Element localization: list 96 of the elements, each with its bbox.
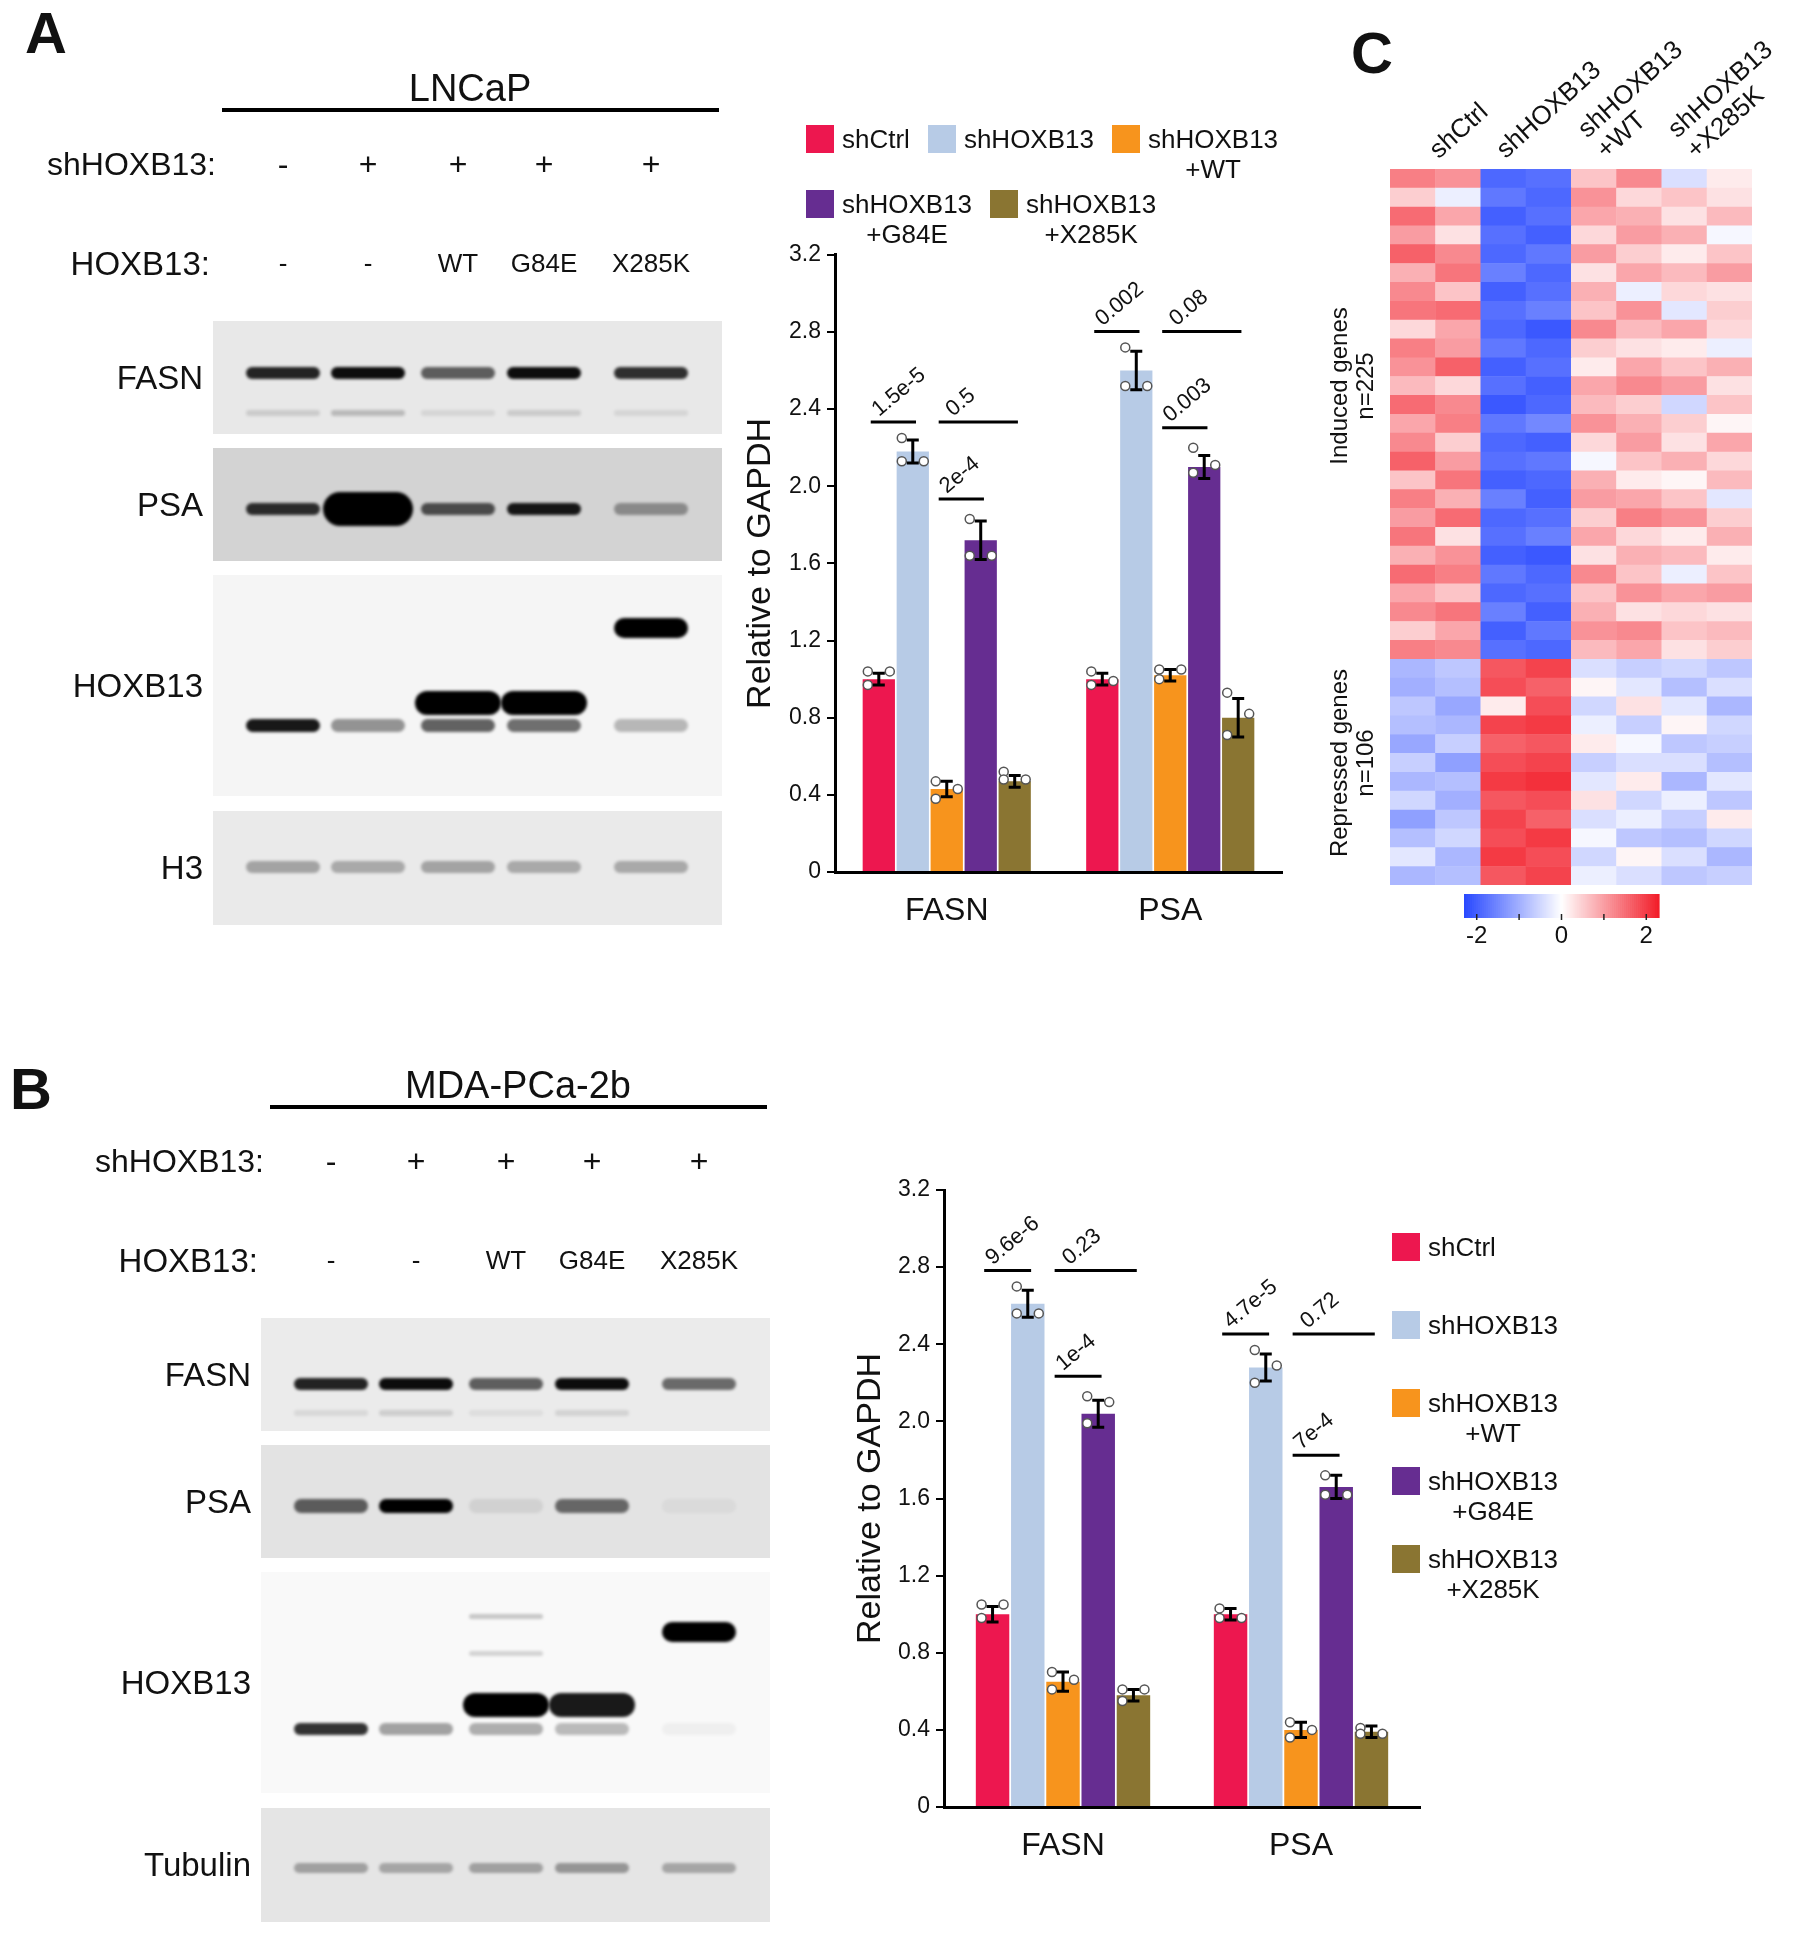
color-bar-label: 2 (1639, 920, 1653, 948)
y-tick-label: 0 (808, 857, 821, 884)
y-tick-label: 2.8 (898, 1252, 930, 1279)
annotation: 0.72 (1294, 1286, 1344, 1333)
text: - (277, 145, 289, 183)
color-bar-label: 0 (1554, 920, 1569, 948)
bar (1154, 675, 1187, 871)
text: - (278, 248, 288, 279)
bar (1116, 1695, 1151, 1806)
y-tick-label: 0.4 (898, 1715, 931, 1742)
text: - (326, 1245, 336, 1276)
bar (975, 1614, 1010, 1806)
legend-label: shHOXB13 +X285K (1026, 189, 1157, 249)
text: + (534, 145, 554, 183)
bar (1222, 717, 1255, 871)
text: - (363, 248, 373, 279)
annotation: 0.5 (940, 382, 980, 421)
y-tick-label: 0 (917, 1792, 930, 1819)
category-label: FASN (116, 358, 203, 396)
text: WT (485, 1245, 527, 1276)
annotation: 2e-4 (933, 450, 984, 498)
bar (998, 781, 1031, 871)
text: shHOXB13: (47, 145, 216, 183)
text: HOXB13: (118, 1242, 258, 1280)
text: + (406, 1142, 426, 1180)
text: + (448, 145, 468, 183)
y-axis-title: Relative to GAPDH (848, 1353, 887, 1644)
bar (1213, 1614, 1248, 1806)
text: + (641, 145, 661, 183)
text: G84E (558, 1245, 626, 1276)
legend-label: shHOXB13 (1428, 1310, 1559, 1340)
text: A (25, 0, 67, 65)
bar (1046, 1681, 1080, 1806)
bar (896, 451, 929, 871)
text: - (325, 1142, 337, 1180)
legend-label: shHOXB13 +G84E (1428, 1466, 1559, 1526)
legend-label: shHOXB13 +G84E (842, 189, 973, 249)
text: LNCaP (408, 67, 532, 111)
y-tick-label: 0.8 (898, 1638, 930, 1665)
bar (1081, 1413, 1115, 1806)
y-tick-label: 0.8 (789, 703, 821, 730)
category-label: PSA (136, 485, 203, 523)
bar (862, 679, 895, 871)
legend-label: shHOXB13 +X285K (1428, 1544, 1559, 1604)
text: HOXB13: (70, 245, 210, 283)
text: + (689, 1142, 709, 1180)
category-label: Tubulin (143, 1846, 251, 1884)
text: X285K (611, 248, 691, 279)
y-tick-label: 1.6 (789, 548, 821, 575)
y-tick-label: Induced genes n=225 (1325, 306, 1378, 465)
category-label: HOXB13 (120, 1663, 251, 1701)
text: shHOXB13: (95, 1142, 264, 1180)
bar (1188, 466, 1221, 871)
bar (1086, 679, 1119, 871)
y-tick-label: 2.4 (898, 1329, 931, 1356)
bar (1284, 1729, 1318, 1806)
bar (930, 789, 963, 871)
y-tick-label: 1.2 (789, 625, 821, 652)
y-tick-label: 2.0 (898, 1406, 930, 1433)
legend-label: shCtrl (1428, 1232, 1496, 1262)
bar (964, 540, 997, 871)
y-tick-label: 3.2 (789, 240, 821, 267)
text: + (496, 1142, 516, 1180)
text: - (411, 1245, 421, 1276)
bar (1011, 1303, 1045, 1806)
text: G84E (510, 248, 578, 279)
category-label: FASN (164, 1355, 251, 1393)
annotation: 0.23 (1056, 1222, 1106, 1270)
bar (1120, 370, 1153, 871)
y-axis-title: Relative to GAPDH (738, 417, 777, 709)
bar (1249, 1367, 1283, 1806)
category-label: PSA (184, 1482, 251, 1520)
annotation: 0.08 (1163, 283, 1213, 331)
y-tick-label: 0.4 (789, 780, 822, 807)
bar (1354, 1731, 1389, 1806)
text: B (10, 1056, 52, 1121)
text: MDA-PCa-2b (405, 1064, 631, 1108)
category-label: H3 (160, 849, 203, 887)
text: + (358, 145, 378, 183)
category-label: HOXB13 (72, 666, 203, 704)
text: C (1351, 20, 1393, 85)
annotation: 1e-4 (1050, 1327, 1101, 1376)
text: WT (437, 248, 479, 279)
y-tick-label: 2.4 (789, 394, 822, 421)
legend-label: shHOXB13 +WT (1428, 1388, 1559, 1448)
y-tick-label: 3.2 (898, 1175, 930, 1202)
y-tick-label: 1.2 (898, 1560, 930, 1587)
y-tick-label: 1.6 (898, 1483, 930, 1510)
text: X285K (659, 1245, 739, 1276)
y-tick-label: 2.8 (789, 317, 821, 344)
bar (1319, 1486, 1353, 1806)
annotation: 7e-4 (1288, 1406, 1339, 1455)
y-tick-label: 2.0 (789, 471, 821, 498)
color-bar-label: -2 (1466, 920, 1488, 948)
text: + (582, 1142, 602, 1180)
y-tick-label: Repressed genes n=106 (1325, 668, 1378, 857)
